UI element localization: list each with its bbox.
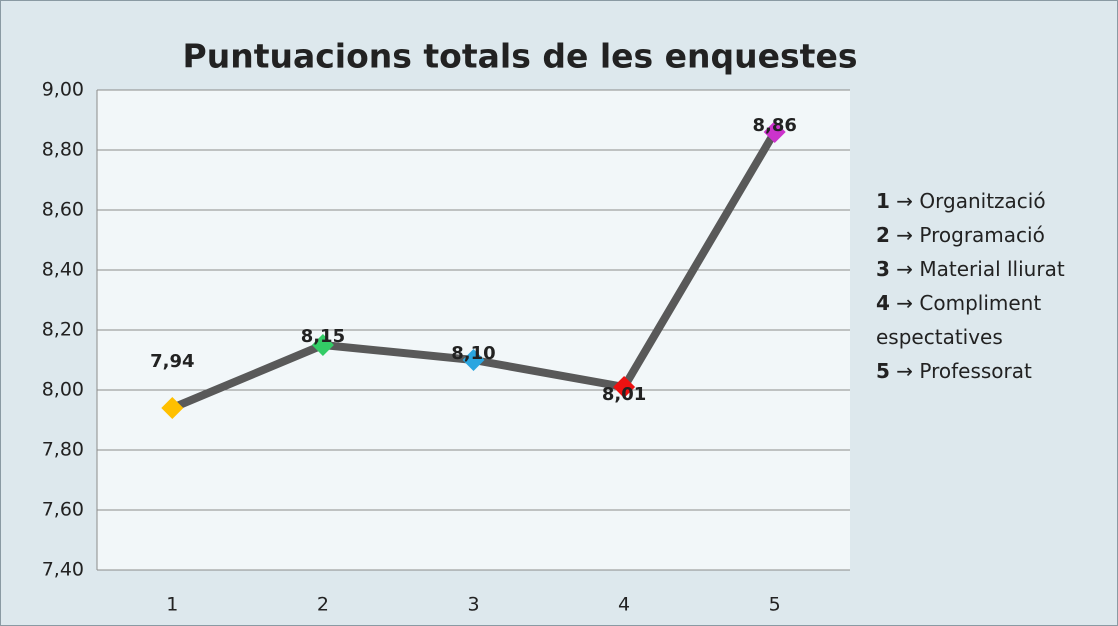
y-tick-label: 7,60 [42,499,84,521]
legend-key: 2 [876,223,890,247]
y-tick-label: 9,00 [42,79,84,101]
legend-item: 2 → Programació [876,218,1101,252]
y-tick-label: 8,40 [42,259,84,281]
legend-text: → Professorat [896,359,1032,383]
y-tick-label: 8,00 [42,379,84,401]
data-point [613,376,636,398]
data-label: 8,15 [301,326,345,347]
x-tick-label: 5 [769,594,781,616]
y-tick-label: 8,60 [42,199,84,221]
legend-key: 5 [876,359,890,383]
data-point [311,334,334,356]
legend: 1 → Organització 2 → Programació 3 → Mater… [876,184,1101,388]
data-label: 7,94 [150,351,194,372]
legend-item: 4 → Compliment espectatives [876,286,1101,354]
x-tick-label: 1 [166,594,178,616]
y-tick-label: 7,80 [42,439,84,461]
data-label: 8,10 [451,343,495,364]
y-tick-label: 8,20 [42,319,84,341]
data-label: 8,86 [752,115,796,136]
legend-item: 5 → Professorat [876,354,1101,388]
legend-item: 1 → Organització [876,184,1101,218]
x-tick-label: 2 [317,594,329,616]
legend-key: 1 [876,189,890,213]
x-tick-label: 4 [618,594,630,616]
data-label: 8,01 [602,384,646,405]
legend-item: 3 → Material lliurat [876,252,1101,286]
legend-text: → Material lliurat [896,257,1065,281]
y-tick-label: 7,40 [42,559,84,581]
data-point [462,349,485,371]
x-tick-label: 3 [467,594,479,616]
legend-text: → Programació [896,223,1045,247]
legend-key: 3 [876,257,890,281]
chart-title: Puntuacions totals de les enquestes [183,37,858,76]
legend-key: 4 [876,291,890,315]
legend-text: → Compliment espectatives [876,291,1042,349]
legend-text: → Organització [896,189,1046,213]
data-point [161,397,184,419]
y-tick-label: 8,80 [42,139,84,161]
data-point [763,121,786,143]
